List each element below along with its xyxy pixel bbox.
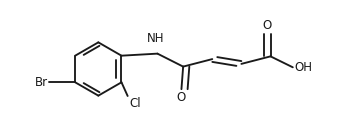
- Text: O: O: [262, 19, 272, 32]
- Text: OH: OH: [294, 61, 312, 75]
- Text: Br: Br: [35, 76, 48, 89]
- Text: NH: NH: [147, 32, 164, 45]
- Text: O: O: [177, 91, 186, 104]
- Text: Cl: Cl: [129, 97, 141, 110]
